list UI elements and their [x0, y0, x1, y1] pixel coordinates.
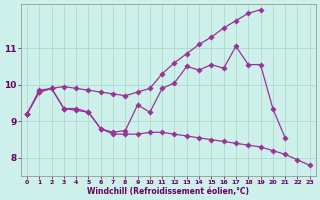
X-axis label: Windchill (Refroidissement éolien,°C): Windchill (Refroidissement éolien,°C) [87, 187, 249, 196]
